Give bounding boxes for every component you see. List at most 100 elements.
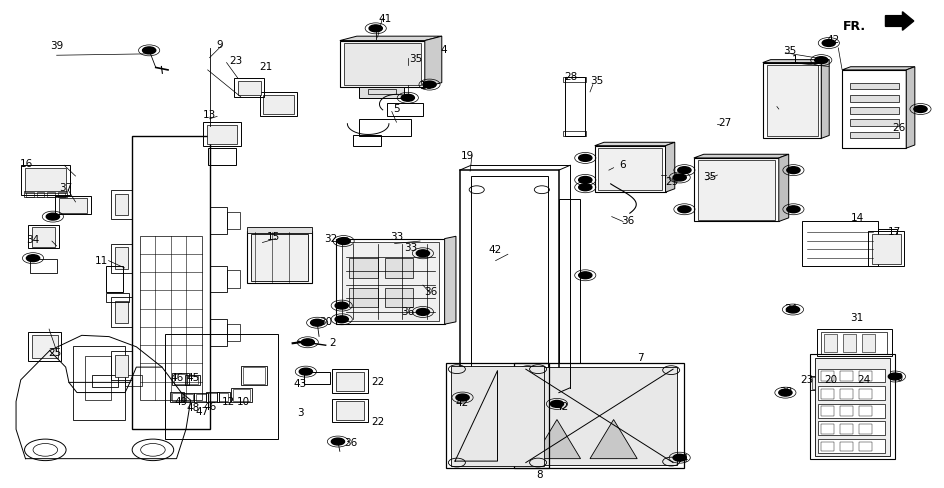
Text: 14: 14 — [851, 212, 864, 222]
Polygon shape — [340, 37, 442, 41]
Bar — [446, 364, 549, 468]
Circle shape — [335, 316, 348, 323]
Bar — [840, 389, 853, 399]
Bar — [868, 232, 904, 266]
Bar — [349, 259, 378, 278]
Bar — [28, 332, 61, 361]
Bar — [843, 335, 856, 352]
Bar — [842, 71, 906, 149]
Circle shape — [26, 255, 40, 262]
Bar — [231, 388, 252, 403]
Circle shape — [786, 167, 800, 174]
Bar — [821, 332, 887, 354]
Text: 31: 31 — [851, 312, 864, 322]
Bar — [206, 392, 219, 403]
Text: 29: 29 — [666, 177, 679, 186]
Bar — [234, 79, 264, 98]
Text: 36: 36 — [424, 287, 437, 297]
Text: 6: 6 — [619, 160, 627, 170]
Bar — [172, 393, 182, 402]
Bar — [185, 375, 200, 386]
Text: 12: 12 — [222, 396, 235, 406]
Bar — [840, 407, 853, 416]
Text: 40: 40 — [890, 372, 903, 382]
Text: 42: 42 — [555, 401, 568, 411]
Bar — [183, 394, 193, 402]
Bar — [207, 126, 237, 144]
Text: 37: 37 — [59, 183, 73, 192]
Text: 48: 48 — [187, 403, 200, 412]
Bar — [522, 367, 677, 465]
Text: 5: 5 — [393, 103, 400, 113]
Bar — [810, 354, 895, 459]
Bar — [821, 389, 834, 399]
Bar — [810, 376, 831, 390]
Text: 44: 44 — [675, 453, 688, 463]
Circle shape — [579, 184, 592, 191]
Text: 39: 39 — [50, 41, 63, 51]
Circle shape — [301, 339, 314, 346]
Bar — [821, 371, 834, 381]
Bar — [460, 171, 559, 393]
Bar — [831, 376, 851, 390]
Bar — [165, 334, 278, 439]
Bar — [878, 229, 897, 259]
Bar — [140, 236, 202, 400]
Text: 11: 11 — [94, 255, 108, 265]
Circle shape — [456, 394, 469, 401]
Text: 35: 35 — [784, 46, 797, 56]
Circle shape — [678, 206, 691, 213]
Bar — [598, 148, 662, 191]
Circle shape — [143, 48, 156, 55]
Bar — [859, 371, 872, 381]
Bar — [247, 227, 312, 233]
Bar — [812, 378, 829, 389]
Bar — [821, 407, 834, 416]
Bar — [106, 294, 129, 303]
Text: 15: 15 — [267, 232, 280, 242]
Bar — [174, 374, 187, 385]
Bar — [818, 404, 885, 418]
Bar — [28, 225, 59, 249]
Text: 13: 13 — [203, 110, 216, 120]
Text: 19: 19 — [461, 150, 474, 160]
Bar — [304, 372, 330, 385]
Bar — [818, 386, 885, 400]
Bar — [336, 402, 364, 420]
Circle shape — [401, 95, 414, 102]
Polygon shape — [694, 155, 788, 159]
Bar — [92, 375, 118, 387]
Bar — [332, 369, 368, 393]
Bar — [821, 424, 834, 434]
Text: 20: 20 — [824, 375, 837, 385]
Bar — [217, 392, 230, 403]
Polygon shape — [906, 68, 915, 149]
Bar — [840, 442, 853, 451]
Text: 42: 42 — [488, 245, 501, 255]
Circle shape — [673, 175, 686, 182]
Text: 34: 34 — [26, 234, 40, 244]
Bar — [227, 325, 240, 342]
Bar — [471, 177, 548, 387]
Text: 2: 2 — [329, 338, 336, 347]
Text: 43: 43 — [294, 378, 307, 388]
Circle shape — [369, 26, 382, 33]
Bar — [344, 43, 421, 86]
Bar — [85, 356, 111, 400]
Bar — [219, 393, 228, 402]
Circle shape — [673, 454, 686, 461]
Circle shape — [822, 41, 835, 47]
Text: 49: 49 — [175, 396, 188, 406]
Text: 16: 16 — [20, 159, 33, 168]
Text: 42: 42 — [826, 35, 839, 45]
Bar — [111, 298, 132, 327]
Bar — [368, 90, 396, 95]
Text: 28: 28 — [565, 72, 578, 82]
Bar — [115, 248, 128, 269]
Bar — [850, 108, 899, 115]
Bar — [563, 78, 586, 83]
Bar — [817, 329, 892, 356]
Polygon shape — [533, 420, 581, 459]
Bar — [227, 212, 240, 229]
Bar — [559, 200, 580, 364]
